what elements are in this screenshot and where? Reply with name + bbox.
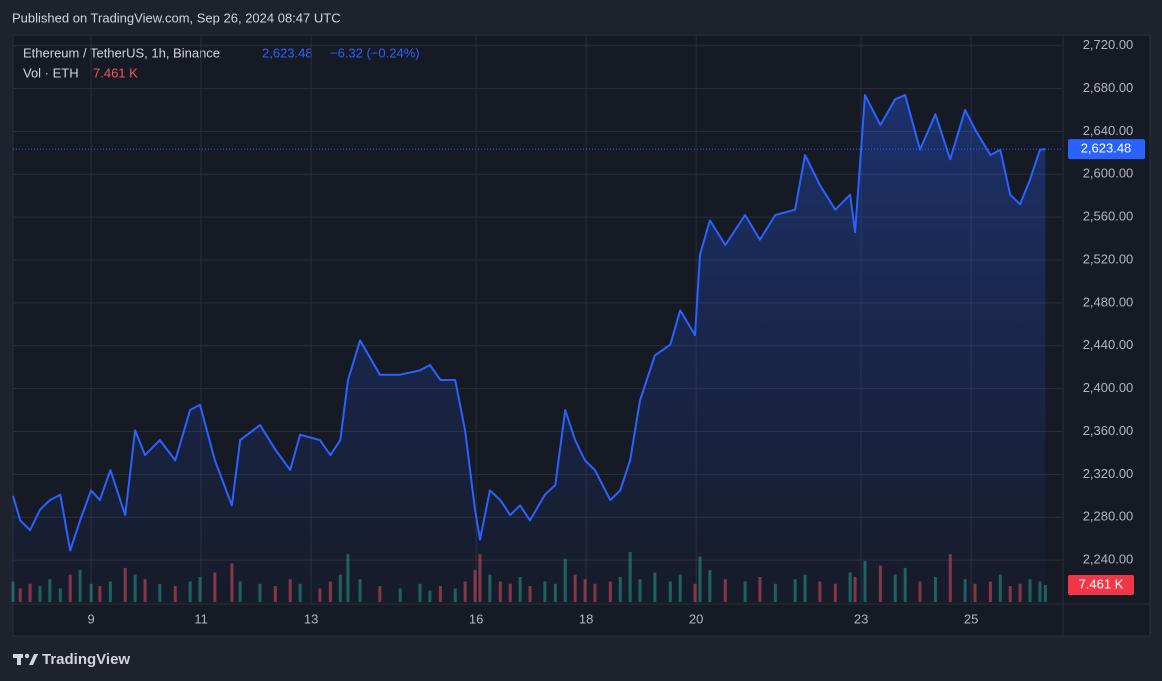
x-tick-label: 9	[87, 611, 94, 626]
footer-brand: TradingView	[42, 651, 130, 668]
volume-legend: Vol · ETH	[23, 65, 79, 80]
x-tick-label: 16	[469, 611, 483, 626]
y-tick-label: 2,720.00	[1083, 37, 1134, 52]
legend-change: −6.32 (−0.24%)	[330, 45, 420, 60]
last-price-badge	[1068, 139, 1145, 160]
last-volume-badge	[1068, 575, 1134, 596]
x-tick-label: 20	[689, 611, 703, 626]
y-tick-label: 2,640.00	[1083, 123, 1134, 138]
x-tick-label: 25	[964, 611, 978, 626]
plot	[11, 35, 1063, 604]
area-fill	[13, 95, 1046, 604]
y-tick-label: 2,360.00	[1083, 423, 1134, 438]
chart-title: Ethereum / TetherUS, 1h, Binance	[23, 45, 220, 60]
x-tick-label: 18	[579, 611, 593, 626]
y-tick-label: 2,280.00	[1083, 509, 1134, 524]
last-price-label: 2,623.48	[1081, 141, 1132, 156]
y-tick-label: 2,400.00	[1083, 380, 1134, 395]
header: Published on TradingView.com, Sep 26, 20…	[12, 10, 341, 25]
x-tick-label: 13	[304, 611, 318, 626]
y-tick-label: 2,240.00	[1083, 552, 1134, 567]
x-tick-label: 11	[194, 611, 208, 626]
legend-price: 2,623.48	[262, 45, 313, 60]
y-tick-label: 2,480.00	[1083, 294, 1134, 309]
logo	[13, 653, 38, 665]
y-tick-label: 2,520.00	[1083, 251, 1134, 266]
price-line	[12, 94, 1046, 552]
last-volume-label: 7.461 K	[1079, 576, 1124, 591]
volume-legend-value: 7.461 K	[93, 65, 138, 80]
y-tick-label: 2,440.00	[1083, 337, 1134, 352]
x-tick-label: 23	[854, 611, 868, 626]
y-tick-label: 2,320.00	[1083, 466, 1134, 481]
y-tick-label: 2,680.00	[1083, 80, 1134, 95]
y-tick-label: 2,560.00	[1083, 209, 1134, 224]
y-tick-label: 2,600.00	[1083, 166, 1134, 181]
